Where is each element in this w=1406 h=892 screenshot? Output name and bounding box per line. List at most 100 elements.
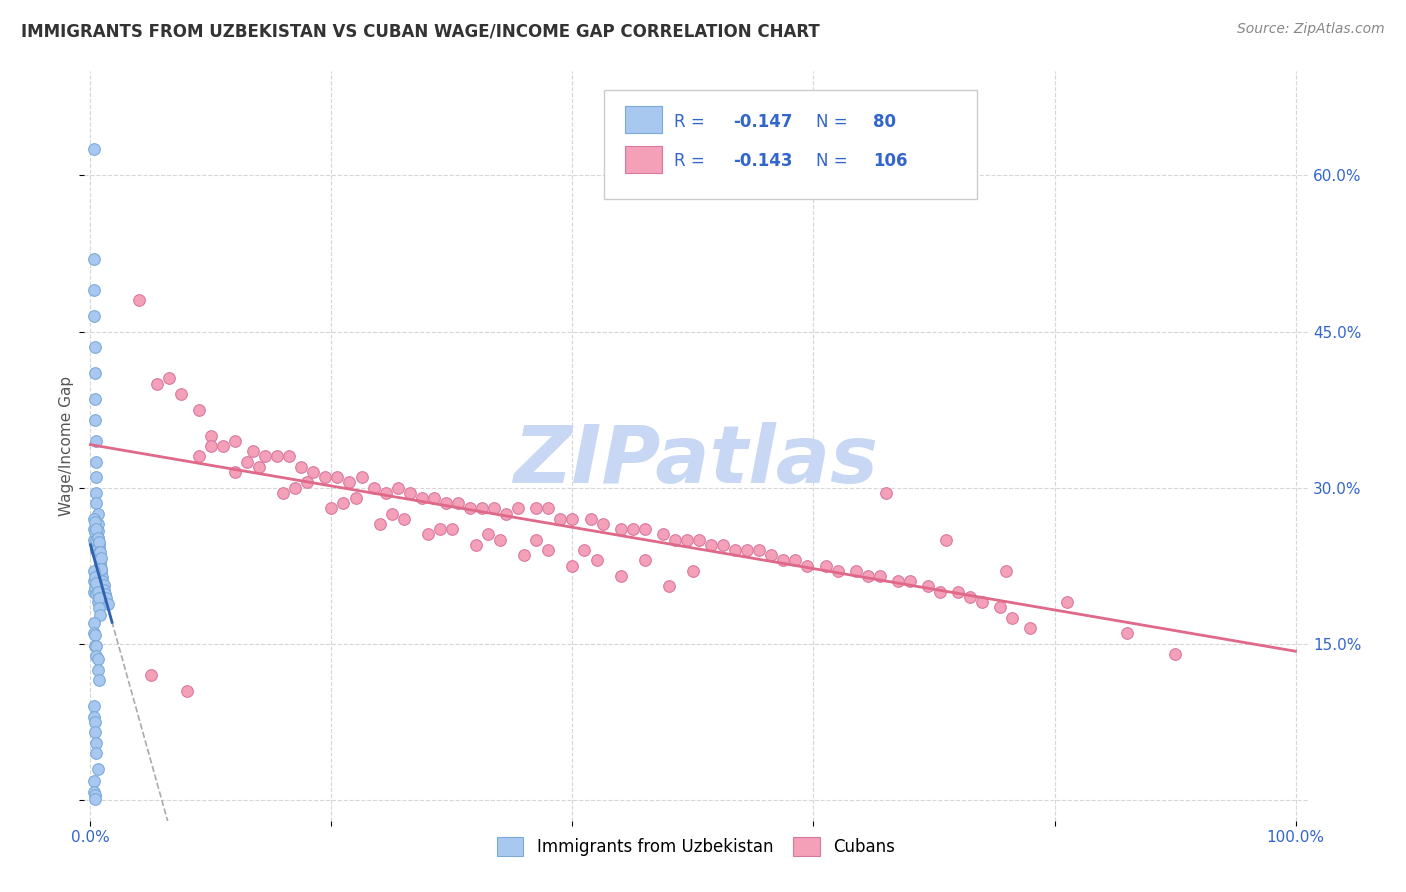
- Text: R =: R =: [673, 153, 710, 170]
- Point: [297, 475, 319, 490]
- Point: [86, 455, 108, 469]
- Point: [465, 538, 488, 552]
- Point: [585, 553, 607, 567]
- Point: [537, 501, 560, 516]
- Point: [236, 455, 259, 469]
- Legend: Immigrants from Uzbekistan, Cubans: Immigrants from Uzbekistan, Cubans: [488, 829, 904, 864]
- Point: [145, 376, 167, 391]
- Point: [495, 507, 517, 521]
- Point: [93, 578, 115, 592]
- Point: [579, 512, 602, 526]
- Text: 80: 80: [873, 113, 897, 131]
- Point: [86, 486, 108, 500]
- Point: [688, 533, 710, 547]
- Point: [86, 639, 108, 653]
- Point: [83, 309, 105, 323]
- Point: [524, 533, 547, 547]
- Point: [84, 628, 107, 642]
- Point: [917, 580, 939, 594]
- Point: [90, 562, 112, 576]
- Point: [247, 459, 270, 474]
- Point: [609, 569, 631, 583]
- Text: 106: 106: [873, 153, 908, 170]
- Point: [477, 527, 499, 541]
- Point: [91, 574, 114, 589]
- Point: [139, 668, 162, 682]
- Point: [658, 580, 681, 594]
- Point: [83, 699, 105, 714]
- Point: [398, 486, 420, 500]
- Point: [94, 591, 117, 605]
- Point: [700, 538, 723, 552]
- Point: [845, 564, 868, 578]
- Point: [1164, 647, 1187, 661]
- Point: [724, 543, 747, 558]
- Point: [89, 553, 111, 567]
- FancyBboxPatch shape: [626, 106, 662, 133]
- Point: [875, 486, 897, 500]
- Point: [489, 533, 512, 547]
- Point: [83, 615, 105, 630]
- Point: [89, 556, 111, 570]
- Text: N =: N =: [815, 113, 852, 131]
- Point: [87, 601, 110, 615]
- Point: [128, 293, 150, 308]
- Point: [87, 541, 110, 555]
- Point: [785, 553, 807, 567]
- Point: [86, 517, 108, 532]
- Point: [254, 450, 277, 464]
- Point: [290, 459, 312, 474]
- Point: [550, 512, 572, 526]
- Point: [284, 481, 307, 495]
- Point: [634, 522, 657, 536]
- Point: [392, 512, 415, 526]
- Point: [339, 475, 361, 490]
- Point: [935, 533, 957, 547]
- Point: [86, 541, 108, 555]
- Point: [83, 533, 105, 547]
- Point: [86, 576, 108, 591]
- Point: [374, 486, 396, 500]
- Point: [513, 548, 536, 563]
- Point: [827, 564, 849, 578]
- Point: [86, 543, 108, 558]
- Point: [676, 533, 699, 547]
- Point: [482, 501, 505, 516]
- Point: [314, 470, 336, 484]
- Point: [86, 587, 108, 601]
- Point: [368, 517, 391, 532]
- Point: [83, 574, 105, 589]
- Point: [561, 558, 583, 573]
- Point: [86, 746, 108, 760]
- Point: [83, 143, 105, 157]
- Point: [83, 252, 105, 266]
- Point: [772, 553, 794, 567]
- Point: [423, 491, 446, 505]
- FancyBboxPatch shape: [626, 145, 662, 172]
- Point: [93, 582, 115, 597]
- Point: [592, 517, 614, 532]
- Point: [458, 501, 481, 516]
- Point: [266, 450, 288, 464]
- Point: [89, 545, 111, 559]
- Point: [447, 496, 470, 510]
- Point: [621, 522, 644, 536]
- Y-axis label: Wage/Income Gap: Wage/Income Gap: [59, 376, 73, 516]
- Point: [83, 584, 105, 599]
- Point: [271, 486, 294, 500]
- Point: [332, 496, 354, 510]
- Point: [988, 600, 1011, 615]
- Point: [711, 538, 734, 552]
- Point: [471, 501, 494, 516]
- Point: [94, 587, 117, 601]
- Point: [86, 434, 108, 448]
- Point: [170, 387, 193, 401]
- Point: [86, 522, 108, 536]
- Point: [83, 774, 105, 789]
- Point: [574, 543, 596, 558]
- Point: [524, 501, 547, 516]
- Point: [212, 439, 235, 453]
- Point: [90, 562, 112, 576]
- Text: -0.147: -0.147: [733, 113, 792, 131]
- Point: [796, 558, 818, 573]
